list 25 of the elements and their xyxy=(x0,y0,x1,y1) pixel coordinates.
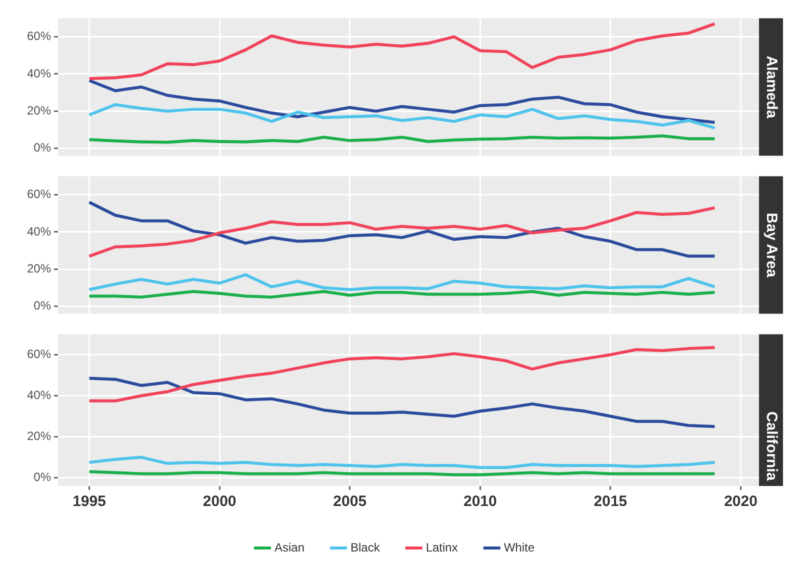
x-tick-label: 2000 xyxy=(202,493,236,510)
y-tick-label: 40% xyxy=(26,388,52,402)
y-tick-label: 20% xyxy=(26,429,52,444)
y-tick-label: 60% xyxy=(26,347,52,362)
x-tick-label: 2010 xyxy=(463,493,497,510)
y-tick-label: 20% xyxy=(26,261,52,276)
y-tick-label: 60% xyxy=(26,187,52,202)
x-tick-label: 1995 xyxy=(72,493,106,510)
text: California xyxy=(762,411,780,482)
y-tick-label: 40% xyxy=(26,224,52,238)
y-tick-label: 0% xyxy=(34,298,52,313)
legend-label: Latinx xyxy=(426,540,458,554)
legend-label: White xyxy=(504,540,535,554)
y-tick-label: 0% xyxy=(34,470,52,484)
y-tick-label: 60% xyxy=(26,29,52,44)
y-tick-label: 20% xyxy=(26,103,52,118)
x-tick-label: 2020 xyxy=(724,493,758,510)
legend-label: Asian xyxy=(274,540,305,554)
y-tick-label: 40% xyxy=(26,66,52,80)
y-tick-label: 0% xyxy=(34,140,52,155)
x-tick-label: 2005 xyxy=(333,493,367,510)
x-tick-label: 2015 xyxy=(594,493,628,510)
text: Alameda xyxy=(762,56,780,119)
legend-label: Black xyxy=(350,540,381,554)
text: Bay Area xyxy=(762,212,780,278)
